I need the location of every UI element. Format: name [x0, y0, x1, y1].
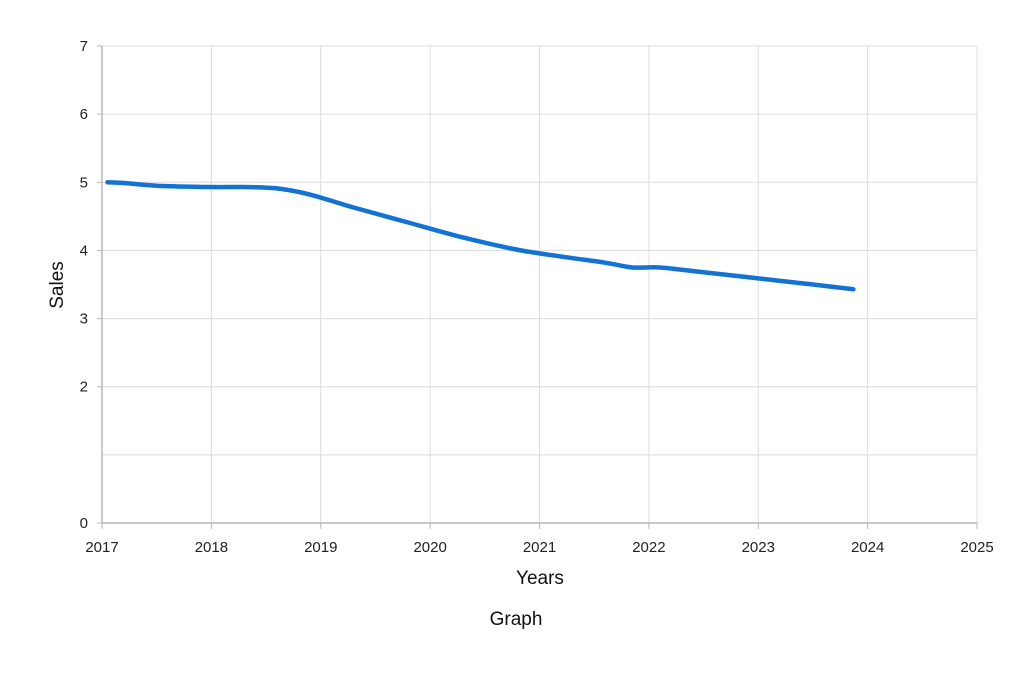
x-tick-label: 2017 — [85, 539, 118, 556]
y-tick-label: 4 — [80, 242, 88, 259]
grid-layer — [102, 45, 978, 523]
series-layer — [105, 180, 856, 292]
x-tick-label: 2019 — [304, 539, 337, 556]
x-tick-label: 2022 — [632, 539, 665, 556]
chart-caption: Graph — [490, 609, 543, 630]
x-tick-label: 2020 — [413, 539, 446, 556]
x-tick-label: 2024 — [851, 539, 884, 556]
y-tick-label: 0 — [80, 515, 88, 532]
x-axis-title: Years — [516, 568, 564, 589]
x-tick-label: 2023 — [742, 539, 775, 556]
y-tick-label: 7 — [80, 38, 88, 55]
axis-layer — [97, 45, 978, 529]
y-tick-label: 3 — [80, 311, 88, 328]
tick-label-layer: 2017 2018 2019 2020 2021 2022 2023 2024 2025 0 2 3 4… — [80, 38, 994, 556]
y-axis-title: Sales — [47, 261, 68, 309]
y-tick-label: 2 — [80, 379, 88, 396]
x-tick-label: 2021 — [523, 539, 556, 556]
x-tick-label: 2018 — [195, 539, 228, 556]
x-tick-label: 2025 — [960, 539, 993, 556]
y-tick-label: 5 — [80, 174, 88, 191]
y-tick-label: 6 — [80, 106, 88, 123]
sales-series-line — [105, 180, 856, 292]
